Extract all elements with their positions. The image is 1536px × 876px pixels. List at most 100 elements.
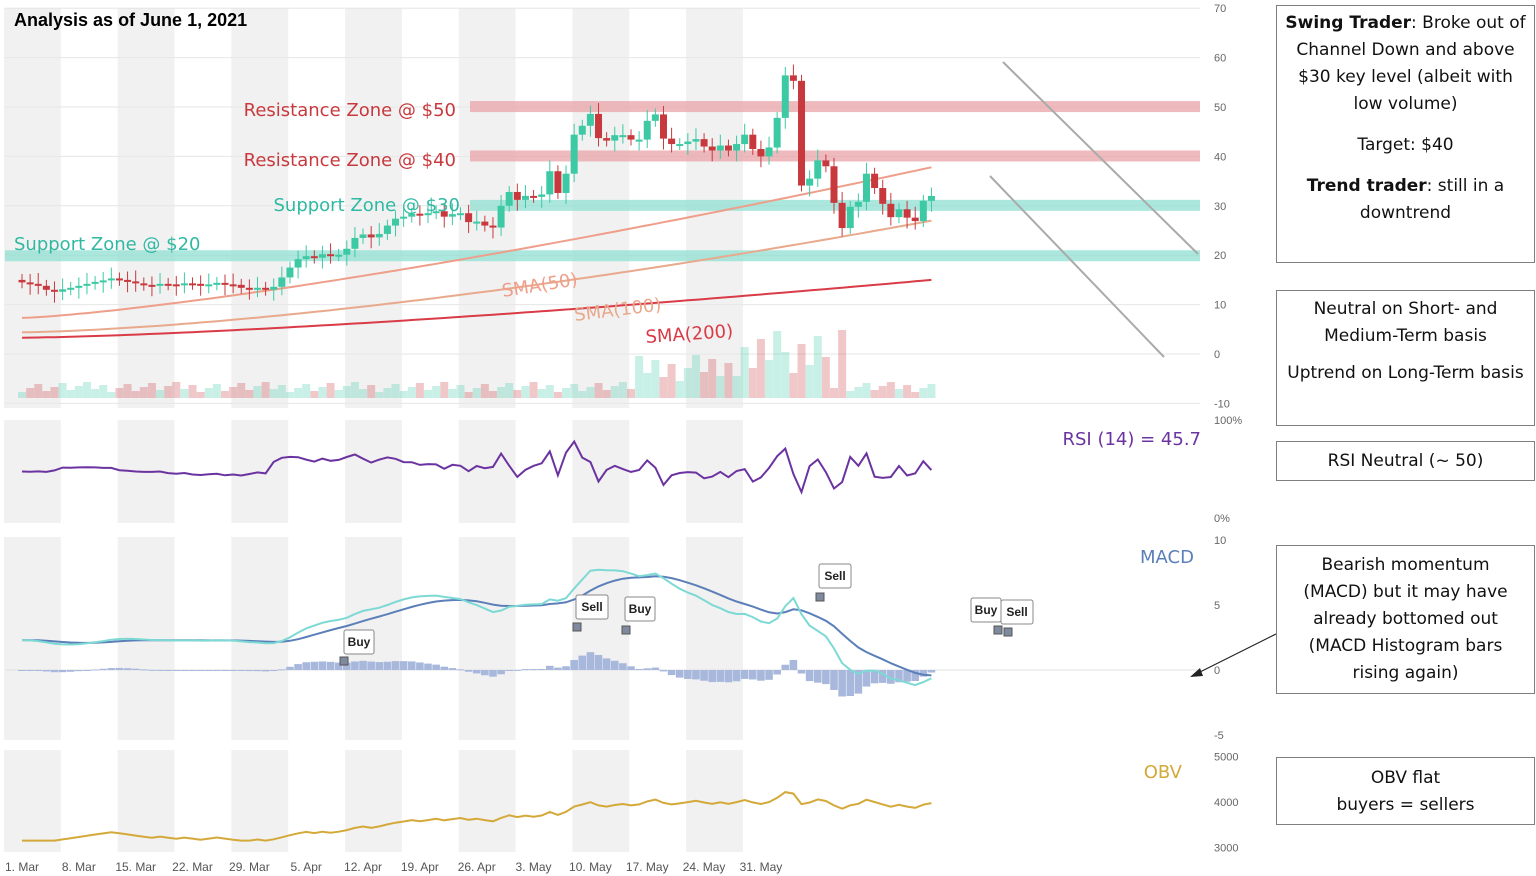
week-band bbox=[231, 750, 289, 852]
buy-signal-label: Buy bbox=[975, 603, 998, 617]
macd-histogram-bar bbox=[131, 668, 140, 670]
candle-body bbox=[692, 139, 700, 142]
candle-body bbox=[781, 75, 789, 118]
rsi-label: RSI (14) = 45.7 bbox=[1062, 429, 1201, 450]
swing-trader-bold: Swing Trader bbox=[1285, 13, 1412, 33]
macd-histogram-bar bbox=[416, 662, 424, 670]
macd-histogram-bar bbox=[18, 670, 26, 671]
week-band bbox=[117, 8, 175, 408]
candle-body bbox=[75, 285, 83, 288]
candle-body bbox=[627, 135, 635, 140]
resistance-zone-50 bbox=[470, 101, 1200, 113]
week-band bbox=[572, 537, 630, 740]
channel-upper-line bbox=[1002, 61, 1199, 255]
candle-body bbox=[814, 160, 822, 179]
support-zone-20 bbox=[5, 250, 1200, 262]
candle-body bbox=[521, 195, 529, 200]
date-tick-label: 31. May bbox=[740, 860, 783, 874]
candle-body bbox=[562, 173, 570, 193]
volume-bar bbox=[164, 386, 173, 398]
candle-body bbox=[546, 171, 554, 195]
volume-bar bbox=[383, 388, 392, 398]
volume-bar bbox=[748, 368, 757, 398]
macd-histogram-bar bbox=[261, 670, 270, 672]
candle-body bbox=[286, 267, 294, 278]
macd-histogram-bar bbox=[196, 670, 205, 671]
macd-histogram-bar bbox=[546, 665, 554, 670]
week-band bbox=[345, 420, 402, 523]
candle-body bbox=[700, 139, 708, 147]
price-candles bbox=[18, 64, 935, 303]
volume-bar bbox=[651, 360, 660, 398]
candle-body bbox=[676, 144, 684, 147]
volume-bar bbox=[139, 387, 148, 398]
week-band bbox=[458, 420, 516, 523]
candle-body bbox=[164, 283, 172, 286]
volume-bar bbox=[488, 391, 497, 398]
volume-bar bbox=[440, 382, 449, 398]
candle-body bbox=[213, 282, 221, 285]
volume-bar bbox=[537, 389, 546, 398]
candle-body bbox=[603, 138, 611, 141]
macd-histogram-bar bbox=[180, 670, 189, 671]
macd-histogram-bar bbox=[732, 670, 741, 682]
sell-signal-marker bbox=[572, 622, 582, 632]
candle-body bbox=[172, 284, 180, 287]
macd-histogram-bar bbox=[489, 670, 497, 677]
candle-body bbox=[927, 195, 935, 201]
volume-bar bbox=[756, 339, 765, 398]
volume-bar bbox=[34, 384, 43, 398]
macd-histogram-bar bbox=[497, 670, 505, 675]
week-band bbox=[572, 420, 630, 523]
volume-bar bbox=[732, 376, 741, 398]
macd-histogram-bar bbox=[692, 670, 700, 680]
page-title: Analysis as of June 1, 2021 bbox=[14, 10, 248, 30]
volume-bar bbox=[350, 382, 359, 398]
macd-histogram-bar bbox=[204, 670, 213, 671]
axis-labels: 706050403020100-10100%0%1050-55000400030… bbox=[5, 3, 1242, 874]
volume-bar bbox=[813, 336, 822, 398]
macd-histogram-bar bbox=[765, 670, 773, 680]
volume-bar bbox=[724, 363, 733, 398]
volume-bar bbox=[586, 387, 595, 398]
macd-histogram-bar bbox=[464, 670, 473, 672]
candle-body bbox=[879, 188, 887, 204]
volume-bar bbox=[789, 373, 798, 398]
macd-histogram-bar bbox=[773, 670, 781, 675]
volume-bar bbox=[115, 388, 124, 398]
macd-histogram-bar bbox=[895, 670, 903, 683]
volume-bar bbox=[773, 331, 782, 398]
macd-histogram-bar bbox=[367, 661, 375, 670]
volume-bar bbox=[42, 391, 51, 398]
obv-tick-label: 4000 bbox=[1214, 797, 1238, 809]
volume-bar bbox=[797, 344, 806, 398]
sell-signal-label: Sell bbox=[581, 600, 602, 614]
macd-histogram-bar bbox=[278, 669, 286, 671]
date-tick-label: 17. May bbox=[626, 860, 669, 874]
candle-body bbox=[180, 283, 188, 286]
volume-bar bbox=[513, 390, 522, 398]
macd-histogram-bar bbox=[448, 668, 457, 670]
candle-body bbox=[635, 139, 643, 142]
weekly-background-bands bbox=[4, 8, 743, 852]
macd-panel: Buy Sell Buy Sell Buy Sell bbox=[5, 563, 1200, 697]
candle-body bbox=[538, 194, 546, 197]
candle-body bbox=[919, 200, 927, 222]
macd-histogram-bar bbox=[310, 661, 319, 670]
macd-histogram-bar bbox=[148, 669, 156, 671]
candle-body bbox=[473, 221, 481, 224]
neutral-short-medium-text: Neutral on Short- and Medium-Term basis bbox=[1313, 299, 1498, 346]
candle-body bbox=[392, 218, 400, 226]
date-tick-label: 19. Apr bbox=[401, 860, 439, 874]
week-band bbox=[458, 750, 516, 852]
macd-histogram-bar bbox=[156, 669, 164, 671]
volume-bar bbox=[285, 392, 294, 398]
candle-body bbox=[741, 134, 749, 145]
resistance-40-label: Resistance Zone @ $40 bbox=[244, 150, 456, 171]
candle-body bbox=[270, 286, 278, 290]
candle-body bbox=[189, 283, 197, 286]
volume-bar bbox=[156, 390, 165, 398]
macd-histogram-bar bbox=[456, 669, 465, 671]
channel-lower-line bbox=[989, 175, 1165, 358]
volume-bar bbox=[82, 382, 91, 398]
